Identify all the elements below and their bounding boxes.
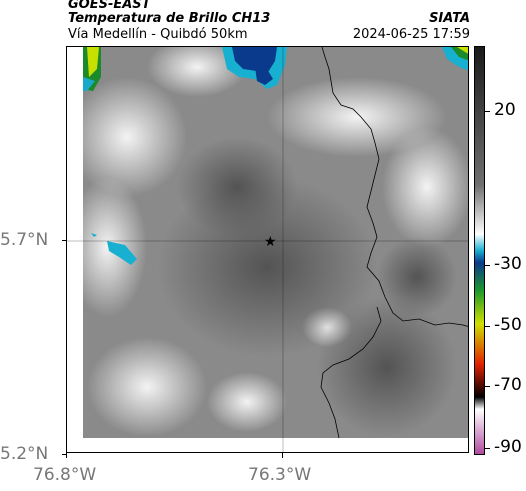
map-frame: ★ <box>66 46 469 453</box>
colorbar-tick <box>485 326 490 327</box>
satellite-title: GOES-EAST <box>68 0 151 12</box>
lat-tick-mark <box>62 454 67 455</box>
lat-tick-5-7: 5.7°N <box>0 230 49 250</box>
lon-tick-mark <box>282 453 283 458</box>
colorbar-label-minus70: -70 <box>494 375 522 395</box>
colorbar-label-20: 20 <box>494 100 516 120</box>
border-line <box>321 47 468 327</box>
lat-tick-mark <box>62 240 67 241</box>
colorbar-tick <box>485 265 490 266</box>
colorbar-label-minus30: -30 <box>494 254 522 274</box>
lat-tick-5-2: 5.2°N <box>0 444 49 464</box>
department-border <box>320 306 382 439</box>
region-subtitle: Vía Medellín - Quibdó 50km <box>68 27 248 42</box>
lon-tick-mark <box>66 453 67 458</box>
colorbar <box>474 46 485 455</box>
colorbar-tick <box>485 448 490 449</box>
colorbar-label-minus90: -90 <box>494 437 522 457</box>
colorbar-label-minus50: -50 <box>494 315 522 335</box>
timestamp-label: 2024-06-25 17:59 <box>352 27 470 42</box>
colorbar-tick <box>485 386 490 387</box>
lon-tick-76-3: 76.3°W <box>248 465 312 485</box>
station-star-icon: ★ <box>264 234 277 250</box>
lon-tick-76-8: 76.8°W <box>33 465 97 485</box>
product-title: Temperatura de Brillo CH13 <box>68 11 271 26</box>
organization-label: SIATA <box>429 11 470 26</box>
brightness-temperature-map: ★ <box>67 47 468 452</box>
colorbar-tick <box>485 111 490 112</box>
